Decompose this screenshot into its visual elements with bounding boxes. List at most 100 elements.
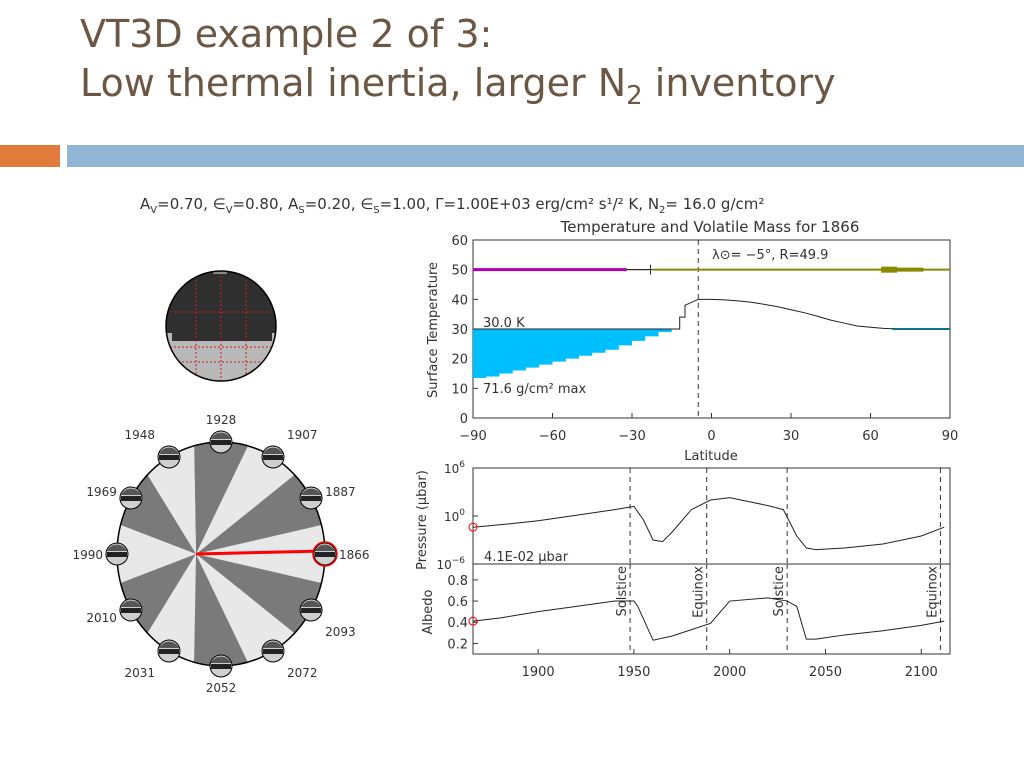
chart2-ytick-label: 10−6 (436, 556, 465, 572)
chart3-ylabel: Albedo (421, 589, 436, 634)
chart2-ytick-label: 100 (444, 508, 465, 524)
chart1-xlabel: Latitude (684, 449, 738, 464)
chart3-albedo-line (472, 597, 945, 641)
orbit-year-label: 1928 (206, 413, 237, 427)
orbit-globe-band (107, 552, 127, 557)
orbit-globe-cap (107, 544, 127, 551)
chart1-ytick-label: 0 (460, 412, 468, 427)
orbit-position-2010: 2010 (86, 598, 143, 625)
chart1-ytick-label: 50 (451, 264, 468, 279)
orbit-globe-cap (211, 432, 231, 439)
chart1-ytick-label: 40 (451, 293, 468, 308)
orbit-year-label: 2093 (325, 625, 356, 639)
chart2-ylabel: Pressure (μbar) (415, 470, 430, 570)
chart1-label-mass: 71.6 g/cm² max (483, 382, 586, 397)
chart1-ytick-label: 30 (451, 323, 468, 338)
slide-title: VT3D example 2 of 3: Low thermal inertia… (80, 10, 1020, 109)
chart1-annotation: λ⊙= −5°, R=49.9 (712, 248, 828, 263)
orbit-year-label: 2052 (206, 681, 237, 695)
orbit-wedges (116, 441, 326, 667)
chart1-xtick-label: −60 (539, 429, 566, 444)
orbit-current-line (195, 549, 326, 556)
chart1-ytick-label: 10 (451, 382, 468, 397)
chart1-xtick-label: −90 (459, 429, 486, 444)
orbit-globe-band (211, 440, 231, 445)
orbit-globe-band (301, 496, 322, 501)
chart3-event-label: Equinox (925, 566, 940, 618)
chart1-temperature-line (473, 298, 950, 330)
chart1-ylabel: Surface Temperature (426, 262, 441, 398)
chart3-current-marker (468, 616, 478, 626)
orbit-globe-cap (159, 447, 179, 455)
orbit-wedge (194, 442, 248, 554)
orbit-wedge (147, 554, 196, 663)
orbit-globe-band (159, 455, 179, 461)
chart1-ice-mass (473, 329, 680, 380)
orbit-position-2093: 2093 (299, 598, 356, 639)
orbit-globe-band (120, 496, 141, 501)
orbit-globe-band (159, 648, 179, 654)
chart1-ytick-label: 20 (451, 353, 468, 368)
orbit-year-label: 1948 (124, 428, 155, 442)
orbit-wedge (196, 445, 295, 554)
param-line: AV=0.70, ∈V=0.80, AS=0.20, ∈S=1.00, Γ=1.… (140, 195, 764, 216)
chart2-marks (468, 468, 945, 564)
orbit-year-label: 2031 (124, 666, 155, 680)
chart2-ytick-exp: 0 (459, 508, 465, 518)
orbit-positions: 1866 1887 1907 1928 1948 1969 1990 2010 2031 2052… (72, 413, 369, 695)
orbit-position-1928: 1928 (206, 413, 237, 454)
orbit-globe-cap (263, 641, 283, 648)
orbit-current-marker (312, 541, 338, 567)
orbit-year-label: 2010 (86, 611, 117, 625)
chart3-xtick-label: 2050 (809, 665, 842, 680)
chart3-ytick-label: 0.2 (447, 637, 468, 652)
orbit-globe-band (120, 608, 141, 613)
chart3-marks: Solstice Equinox Solstice Equinox (468, 564, 945, 654)
temperature-chart: Temperature and Volatile Mass for 1866 S… (426, 218, 958, 464)
chart2-label: 4.1E-02 μbar (484, 550, 569, 565)
orbit-position-1969: 1969 (86, 485, 143, 510)
orbit-globe-cap (159, 641, 179, 648)
orbit-wedge (194, 554, 248, 666)
orbit-position-2052: 2052 (206, 654, 237, 695)
chart2-ytick-base: 10 (444, 462, 459, 476)
chart1-ytick-label: 60 (451, 234, 468, 249)
chart1-label-temp: 30.0 K (483, 316, 525, 331)
accent-bar-orange (0, 145, 60, 167)
orbit-diagram: 1866 1887 1907 1928 1948 1969 1990 2010 2031 2052… (72, 413, 369, 695)
orbit-wedge (196, 554, 322, 634)
chart2-ytick-base: 10 (436, 558, 451, 572)
chart3-ticks: 0.2 0.4 0.6 0.8 1900 1950 2000 2050 2100 (447, 574, 937, 680)
chart3-frame (472, 563, 951, 655)
orbit-globe-cap (120, 488, 141, 495)
title-line-1: VT3D example 2 of 3: (80, 12, 493, 56)
orbit-position-1907: 1907 (261, 428, 318, 469)
chart3-ytick-label: 0.8 (447, 574, 468, 589)
orbit-globe-cap (211, 656, 231, 663)
chart3-xtick-label: 2000 (713, 665, 746, 680)
chart1-ticks: −90 −60 −30 0 30 60 90 0 10 20 30 40 50 60 (451, 234, 958, 444)
chart1-xtick-label: −30 (618, 429, 645, 444)
chart2-ytick-label: 106 (444, 460, 465, 476)
orbit-position-2072: 2072 (261, 639, 318, 680)
accent-bar-blue (67, 145, 1024, 167)
orbit-globe-cap (301, 488, 322, 495)
chart2-ytick-exp: 6 (459, 460, 465, 470)
orbit-year-label: 2072 (287, 666, 318, 680)
chart3-xtick-label: 2100 (905, 665, 938, 680)
chart2-ytick-exp: −6 (452, 556, 466, 566)
orbit-year-label: 1969 (86, 485, 117, 499)
chart3-event-label: Solstice (772, 566, 787, 616)
chart1-xtick-label: 60 (862, 429, 879, 444)
orbit-year-label: 1866 (339, 548, 370, 562)
chart3-event-label: Solstice (615, 566, 630, 616)
chart1-xtick-label: 0 (707, 429, 715, 444)
orbit-position-1887: 1887 (299, 485, 356, 510)
chart2-pressure-line (472, 497, 945, 551)
orbit-globe-band (315, 552, 335, 557)
orbit-globe-cap (263, 447, 283, 455)
orbit-wedge (196, 554, 295, 663)
